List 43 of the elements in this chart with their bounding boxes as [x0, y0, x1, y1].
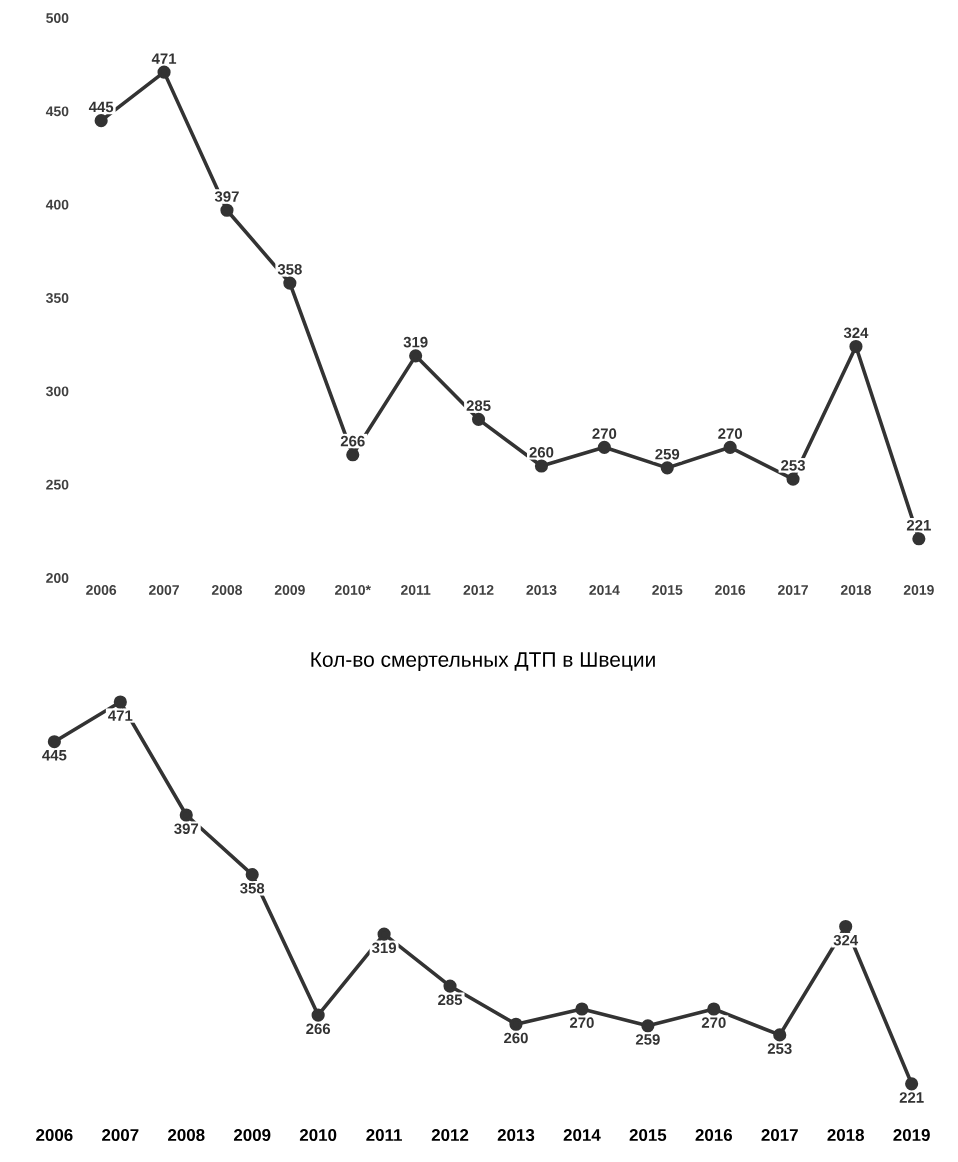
x-tick-label: 2006 — [36, 1129, 73, 1142]
x-tick-label: 2016 — [695, 1129, 733, 1142]
x-tick-label: 2007 — [102, 1129, 139, 1142]
chart-title: Кол-во смертельных ДТП в Швеции — [311, 652, 655, 671]
point — [534, 459, 549, 473]
x-tick-label: 2019 — [893, 1129, 930, 1142]
point — [157, 65, 171, 79]
point — [641, 1019, 655, 1033]
x-tick-label: 2008 — [168, 1129, 205, 1142]
x-tick-label: 2017 — [761, 1129, 798, 1142]
x-tick-label: 2010 — [299, 1129, 337, 1142]
point — [94, 114, 108, 128]
point — [409, 349, 423, 363]
point — [113, 695, 127, 709]
point — [283, 276, 297, 290]
point — [47, 735, 61, 749]
point — [377, 927, 391, 941]
point — [912, 532, 926, 546]
point — [575, 1002, 589, 1016]
point — [471, 412, 486, 426]
point — [905, 1077, 919, 1091]
point — [509, 1017, 523, 1031]
point — [245, 868, 259, 882]
point — [849, 339, 863, 354]
point — [723, 440, 737, 454]
point — [443, 979, 457, 993]
x-tick-label: 2011 — [366, 1129, 402, 1142]
x-tick-label: 2014 — [563, 1129, 601, 1142]
point — [311, 1008, 325, 1022]
x-tick-label: 2015 — [629, 1129, 667, 1142]
point — [707, 1002, 721, 1016]
x-tick-label: 2013 — [497, 1129, 535, 1142]
x-tick-label: 2018 — [827, 1129, 865, 1142]
point — [220, 203, 234, 217]
point — [773, 1028, 787, 1042]
point — [346, 448, 360, 462]
point — [179, 808, 193, 822]
x-tick-label: 2012 — [431, 1129, 469, 1142]
x-tick-label: 2009 — [233, 1129, 271, 1142]
point — [839, 919, 853, 934]
point — [786, 472, 800, 486]
point — [597, 440, 611, 454]
point — [660, 461, 674, 475]
